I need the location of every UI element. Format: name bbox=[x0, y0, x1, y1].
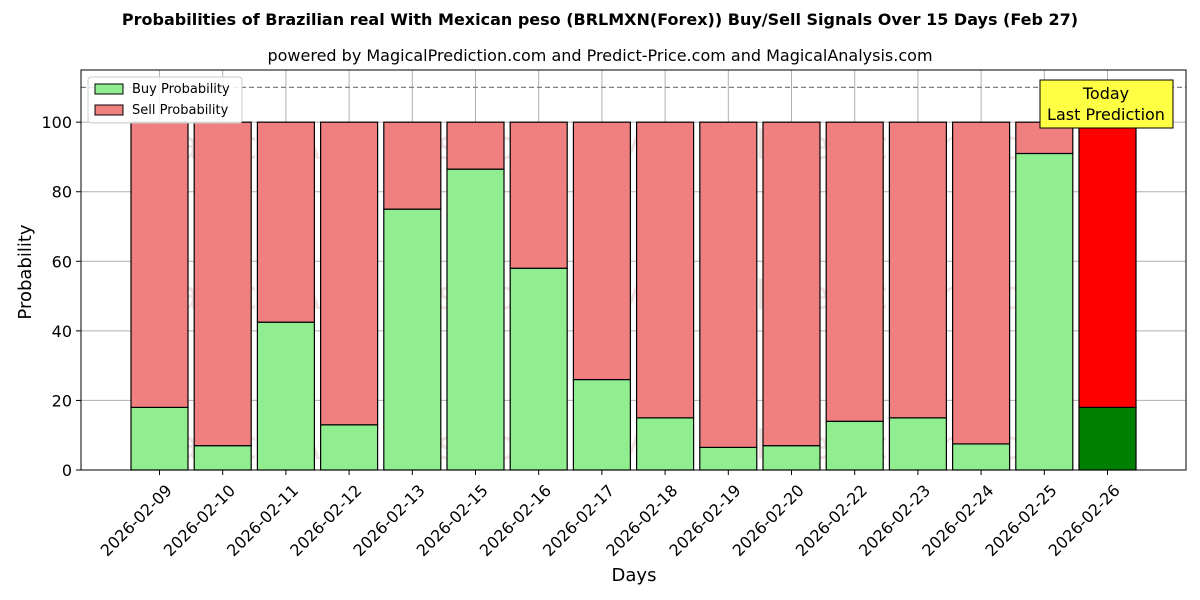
buy-bar bbox=[699, 446, 758, 471]
legend-label-buy: Buy Probability bbox=[132, 82, 230, 97]
legend-swatch-buy bbox=[94, 83, 124, 95]
buy-bar bbox=[825, 420, 884, 471]
legend-label-sell: Sell Probability bbox=[132, 103, 229, 118]
sell-bar bbox=[1078, 121, 1137, 408]
y-tick-label: 20 bbox=[52, 391, 72, 410]
sell-bar bbox=[825, 121, 884, 422]
buy-bar bbox=[1078, 406, 1137, 471]
legend: Buy Probability Sell Probability bbox=[87, 76, 243, 124]
buy-bar bbox=[193, 445, 252, 471]
sell-bar bbox=[193, 121, 252, 447]
buy-bar bbox=[951, 443, 1011, 471]
annotation-line1: Today bbox=[1082, 84, 1129, 103]
y-tick-label: 40 bbox=[52, 322, 72, 341]
buy-bar bbox=[320, 424, 379, 471]
sell-bar bbox=[572, 121, 632, 381]
sell-bar bbox=[446, 121, 505, 170]
sell-bar bbox=[635, 121, 695, 419]
y-tick-label: 100 bbox=[41, 113, 72, 132]
sell-bar bbox=[699, 121, 758, 448]
legend-swatch-sell bbox=[94, 104, 124, 116]
chart-title: Probabilities of Brazilian real With Mex… bbox=[121, 10, 1079, 29]
buy-bar bbox=[130, 406, 189, 471]
buy-bar bbox=[383, 208, 442, 471]
buy-bar bbox=[888, 417, 948, 471]
plot-frame bbox=[80, 69, 1187, 471]
buy-bar bbox=[762, 445, 821, 471]
y-tick-label: 60 bbox=[52, 252, 72, 271]
buy-bar bbox=[256, 321, 315, 471]
sell-bar bbox=[509, 121, 568, 269]
sell-bar bbox=[130, 121, 189, 408]
sell-bar bbox=[383, 121, 442, 210]
annotation-line2: Last Prediction bbox=[1047, 105, 1165, 124]
annotation-box bbox=[1039, 79, 1174, 129]
buy-bar bbox=[1015, 152, 1074, 471]
sell-bar bbox=[762, 121, 821, 447]
legend-box bbox=[87, 76, 243, 124]
buy-bar bbox=[509, 267, 568, 471]
buy-bar bbox=[446, 168, 505, 471]
y-tick-label: 80 bbox=[52, 183, 72, 202]
sell-bar bbox=[320, 121, 379, 426]
y-axis-label: Probability bbox=[15, 224, 36, 319]
sell-bar bbox=[951, 121, 1011, 445]
y-tick-label: 0 bbox=[62, 461, 72, 480]
sell-bar bbox=[888, 121, 948, 419]
buy-bar bbox=[635, 417, 695, 471]
bars bbox=[81, 86, 1186, 471]
chart-subtitle: powered by MagicalPrediction.com and Pre… bbox=[267, 46, 933, 65]
sell-bar bbox=[256, 121, 315, 323]
buy-bar bbox=[572, 378, 632, 471]
x-axis-label: Days bbox=[612, 565, 657, 586]
today-annotation: Today Last Prediction bbox=[1039, 79, 1174, 129]
